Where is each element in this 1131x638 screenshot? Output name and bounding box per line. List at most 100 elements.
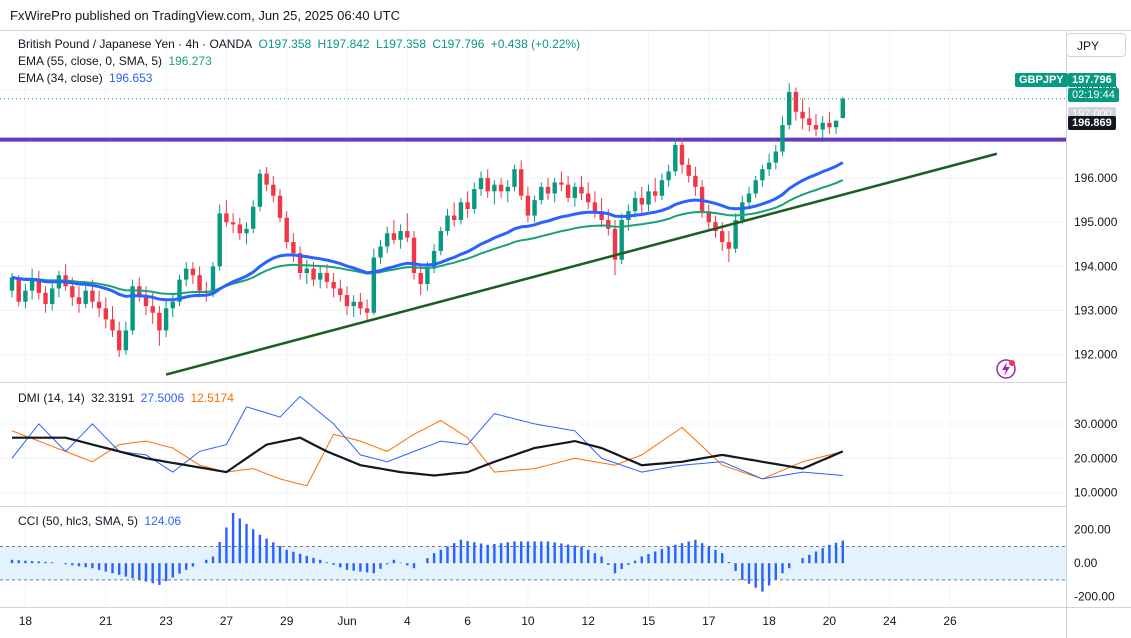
candle-body <box>506 187 510 191</box>
cci-bar <box>44 562 46 563</box>
cci-bar <box>533 541 535 563</box>
candle-body <box>23 291 27 302</box>
symbol-title: British Pound / Japanese Yen · 4h · OAND… <box>18 37 252 51</box>
price-tick-label: 195.000 <box>1074 215 1118 229</box>
dmi-tick-label: 30.0000 <box>1074 417 1118 431</box>
candle-body <box>573 187 577 198</box>
candle-body <box>278 196 282 218</box>
candle-body <box>84 291 88 304</box>
candle-body <box>372 258 376 313</box>
cci-bar <box>547 541 549 563</box>
candle-body <box>465 202 469 209</box>
candle-body <box>693 176 697 187</box>
cci-bar <box>332 563 334 565</box>
cci-bar <box>688 541 690 563</box>
candle-body <box>841 99 845 118</box>
cci-bar <box>433 553 435 563</box>
candle-body <box>224 213 228 222</box>
cci-bar <box>708 546 710 563</box>
cci-bar <box>781 563 783 573</box>
candle-body <box>218 213 222 266</box>
cci-bar <box>399 563 401 564</box>
candle-body <box>385 233 389 246</box>
candle-body <box>666 171 670 180</box>
candle-body <box>238 224 242 233</box>
time-tick-label: 12 <box>582 614 596 628</box>
cci-bar <box>446 546 448 563</box>
cci-bar <box>205 560 207 563</box>
candle-body <box>345 295 349 306</box>
price-tick-label: 194.000 <box>1074 259 1118 273</box>
candle-body <box>452 216 456 220</box>
cci-bar <box>761 563 763 591</box>
cci-bar <box>768 563 770 585</box>
candle-body <box>553 182 557 193</box>
candle-body <box>720 231 724 242</box>
lightning-icon[interactable] <box>995 358 1017 380</box>
candle-body <box>740 202 744 220</box>
candle-body <box>10 277 14 290</box>
cci-bar <box>71 563 73 565</box>
candle-body <box>338 288 342 295</box>
cci-bar <box>560 543 562 563</box>
dmi-tick-label: 10.0000 <box>1074 486 1118 500</box>
candle-body <box>291 242 295 253</box>
cci-bar <box>379 563 381 569</box>
candle-body <box>271 185 275 196</box>
candle-body <box>331 282 335 289</box>
cci-bar <box>507 542 509 563</box>
candle-body <box>124 330 128 350</box>
candle-body <box>318 273 322 280</box>
cci-bar <box>245 524 247 563</box>
cci-bar <box>111 563 113 573</box>
candle-body <box>392 233 396 240</box>
candle-body <box>311 269 315 280</box>
cci-bar <box>540 541 542 563</box>
candle-body <box>459 202 463 220</box>
dmi-label: DMI (14, 14) <box>18 391 85 405</box>
candle-body <box>512 169 516 187</box>
candle-body <box>479 178 483 189</box>
main-legend-line1: British Pound / Japanese Yen · 4h · OAND… <box>18 37 583 51</box>
cci-bar <box>808 555 810 563</box>
ema55-legend: EMA (55, close, 0, SMA, 5) 196.273 <box>18 54 215 68</box>
level-price-tag: 196.869 <box>1068 116 1116 130</box>
candle-body <box>90 291 94 302</box>
dmi-tick-label: 20.0000 <box>1074 451 1118 465</box>
cci-bar <box>178 563 180 573</box>
cci-bar <box>219 542 221 563</box>
cci-bar <box>755 563 757 588</box>
price-tick-label: 192.000 <box>1074 348 1118 362</box>
cci-bar <box>259 535 261 563</box>
cci-bar <box>574 545 576 563</box>
cci-bar <box>842 541 844 564</box>
cci-bar <box>654 551 656 563</box>
candle-body <box>546 187 550 194</box>
candle-body <box>646 191 650 204</box>
candle-body <box>814 125 818 129</box>
candle-body <box>378 247 382 258</box>
cci-bar <box>741 563 743 580</box>
candle-body <box>365 308 369 312</box>
cci-bar <box>694 540 696 563</box>
cci-bar <box>91 563 93 568</box>
cci-bar <box>406 563 408 565</box>
cci-bar <box>306 556 308 563</box>
time-tick-label: 17 <box>702 614 716 628</box>
candle-body <box>104 308 108 319</box>
ohlc-high: H197.842 <box>318 37 370 51</box>
cci-bar <box>621 563 623 569</box>
candle-body <box>258 174 262 207</box>
cci-value: 124.06 <box>144 514 181 528</box>
currency-button[interactable]: JPY <box>1066 33 1126 57</box>
candle-body <box>787 92 791 125</box>
cci-bar <box>64 563 66 564</box>
publisher-text: FxWirePro published on TradingView.com, … <box>10 8 400 23</box>
cci-tick-label: -200.00 <box>1074 590 1115 604</box>
candle-body <box>50 288 54 303</box>
cci-tick-label: 200.00 <box>1074 523 1111 537</box>
cci-bar <box>413 563 415 568</box>
time-tick-label: 20 <box>823 614 837 628</box>
